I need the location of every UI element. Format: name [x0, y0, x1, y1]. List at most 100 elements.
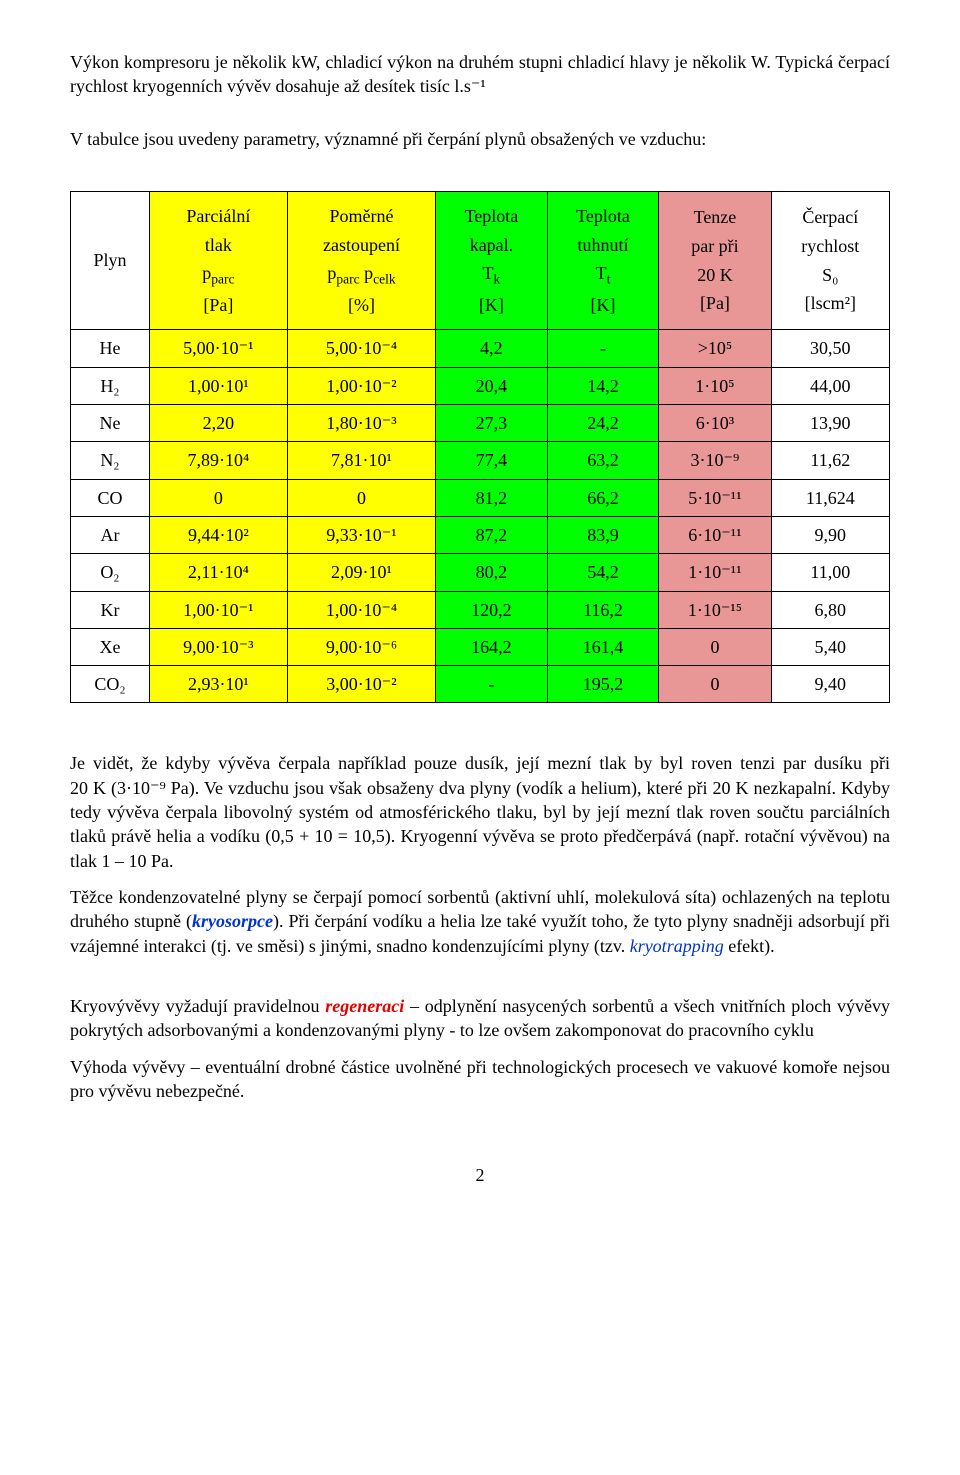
- cell-pom: 2,09·10¹: [287, 554, 435, 591]
- cell-pom: 7,81·10¹: [287, 442, 435, 479]
- col-header-parc: Parciálnítlakpparc[Pa]: [149, 191, 287, 330]
- cell-tenze: 6·10⁻¹¹: [659, 516, 771, 553]
- cell-tenze: 1·10⁻¹⁵: [659, 591, 771, 628]
- cell-tenze: 0: [659, 628, 771, 665]
- cell-parc: 9,00·10⁻³: [149, 628, 287, 665]
- cell-plyn: Kr: [71, 591, 150, 628]
- cell-pom: 1,00·10⁻⁴: [287, 591, 435, 628]
- table-row: CO₂2,93·10¹3,00·10⁻²-195,209,40: [71, 666, 890, 703]
- body-paragraph-4: Výhoda vývěvy – eventuální drobné částic…: [70, 1055, 890, 1104]
- term-kryotrapping: kryotrapping: [630, 936, 724, 956]
- cell-tenze: 3·10⁻⁹: [659, 442, 771, 479]
- cell-pom: 5,00·10⁻⁴: [287, 330, 435, 367]
- cell-s0: 44,00: [771, 367, 889, 404]
- cell-tenze: 6·10³: [659, 405, 771, 442]
- cell-parc: 2,93·10¹: [149, 666, 287, 703]
- body-paragraph-3: Kryovývěvy vyžadují pravidelnou regenera…: [70, 994, 890, 1043]
- cell-s0: 11,624: [771, 479, 889, 516]
- cell-parc: 1,00·10¹: [149, 367, 287, 404]
- cell-tk: 81,2: [436, 479, 548, 516]
- cell-tk: 27,3: [436, 405, 548, 442]
- table-row: N₂7,89·10⁴7,81·10¹77,463,23·10⁻⁹11,62: [71, 442, 890, 479]
- cell-tt: 195,2: [547, 666, 659, 703]
- table-row: He5,00·10⁻¹5,00·10⁻⁴4,2->10⁵30,50: [71, 330, 890, 367]
- cell-tenze: 0: [659, 666, 771, 703]
- cell-s0: 30,50: [771, 330, 889, 367]
- cell-plyn: Ar: [71, 516, 150, 553]
- col-header-tk: Teplotakapal.Tk[K]: [436, 191, 548, 330]
- cell-tenze: 1·10⁵: [659, 367, 771, 404]
- col-header-pom: Poměrnézastoupenípparc pcelk[%]: [287, 191, 435, 330]
- col-header-tt: TeplotatuhnutíTt[K]: [547, 191, 659, 330]
- col-header-tenze: Tenzepar při20 K[Pa]: [659, 191, 771, 330]
- cell-plyn: Xe: [71, 628, 150, 665]
- cell-plyn: O₂: [71, 554, 150, 591]
- cell-pom: 0: [287, 479, 435, 516]
- cell-tk: 164,2: [436, 628, 548, 665]
- table-row: Kr1,00·10⁻¹1,00·10⁻⁴120,2116,21·10⁻¹⁵6,8…: [71, 591, 890, 628]
- page-number: 2: [70, 1163, 890, 1187]
- cell-s0: 11,00: [771, 554, 889, 591]
- col-header-plyn: Plyn: [71, 191, 150, 330]
- cell-tk: 77,4: [436, 442, 548, 479]
- cell-pom: 3,00·10⁻²: [287, 666, 435, 703]
- cell-tk: 20,4: [436, 367, 548, 404]
- cell-pom: 1,00·10⁻²: [287, 367, 435, 404]
- cell-tt: 83,9: [547, 516, 659, 553]
- gas-parameters-table: PlynParciálnítlakpparc[Pa]Poměrnézastoup…: [70, 191, 890, 704]
- body-p3-a: Kryovývěvy vyžadují pravidelnou: [70, 996, 325, 1016]
- cell-parc: 2,20: [149, 405, 287, 442]
- cell-tt: 14,2: [547, 367, 659, 404]
- cell-s0: 9,90: [771, 516, 889, 553]
- cell-tt: 24,2: [547, 405, 659, 442]
- cell-tk: 80,2: [436, 554, 548, 591]
- body-paragraph-2: Těžce kondenzovatelné plyny se čerpají p…: [70, 885, 890, 958]
- cell-tt: 66,2: [547, 479, 659, 516]
- cell-pom: 9,33·10⁻¹: [287, 516, 435, 553]
- cell-tenze: 1·10⁻¹¹: [659, 554, 771, 591]
- cell-tk: 87,2: [436, 516, 548, 553]
- body-p1-a: Je vidět, že kdyby vývěva čerpala napřík…: [70, 753, 890, 773]
- body-p1-math: 20 K (3·10⁻⁹ Pa): [70, 778, 195, 798]
- col-header-s0: ČerpacírychlostS₀[lscm²]: [771, 191, 889, 330]
- cell-tt: -: [547, 330, 659, 367]
- cell-parc: 7,89·10⁴: [149, 442, 287, 479]
- cell-s0: 11,62: [771, 442, 889, 479]
- cell-parc: 5,00·10⁻¹: [149, 330, 287, 367]
- intro-paragraph-1: Výkon kompresoru je několik kW, chladicí…: [70, 50, 890, 99]
- term-kryosorpce: kryosorpce: [192, 911, 273, 931]
- cell-plyn: H₂: [71, 367, 150, 404]
- table-row: H₂1,00·10¹1,00·10⁻²20,414,21·10⁵44,00: [71, 367, 890, 404]
- cell-tt: 63,2: [547, 442, 659, 479]
- cell-s0: 13,90: [771, 405, 889, 442]
- cell-plyn: CO₂: [71, 666, 150, 703]
- cell-pom: 9,00·10⁻⁶: [287, 628, 435, 665]
- table-row: Ar9,44·10²9,33·10⁻¹87,283,96·10⁻¹¹9,90: [71, 516, 890, 553]
- cell-tk: 4,2: [436, 330, 548, 367]
- body-paragraph-1: Je vidět, že kdyby vývěva čerpala napřík…: [70, 751, 890, 872]
- cell-parc: 0: [149, 479, 287, 516]
- table-row: Ne2,201,80·10⁻³27,324,26·10³13,90: [71, 405, 890, 442]
- cell-tk: -: [436, 666, 548, 703]
- cell-plyn: Ne: [71, 405, 150, 442]
- cell-tenze: >10⁵: [659, 330, 771, 367]
- cell-tt: 161,4: [547, 628, 659, 665]
- cell-tt: 54,2: [547, 554, 659, 591]
- term-regeneraci: regeneraci: [325, 996, 404, 1016]
- cell-tenze: 5·10⁻¹¹: [659, 479, 771, 516]
- cell-tk: 120,2: [436, 591, 548, 628]
- cell-tt: 116,2: [547, 591, 659, 628]
- table-row: O₂2,11·10⁴2,09·10¹80,254,21·10⁻¹¹11,00: [71, 554, 890, 591]
- cell-s0: 5,40: [771, 628, 889, 665]
- intro-paragraph-2: V tabulce jsou uvedeny parametry, význam…: [70, 127, 890, 151]
- table-row: Xe9,00·10⁻³9,00·10⁻⁶164,2161,405,40: [71, 628, 890, 665]
- cell-parc: 9,44·10²: [149, 516, 287, 553]
- body-p2-c: efekt).: [724, 936, 775, 956]
- cell-s0: 9,40: [771, 666, 889, 703]
- cell-parc: 2,11·10⁴: [149, 554, 287, 591]
- cell-plyn: CO: [71, 479, 150, 516]
- cell-s0: 6,80: [771, 591, 889, 628]
- cell-plyn: N₂: [71, 442, 150, 479]
- cell-parc: 1,00·10⁻¹: [149, 591, 287, 628]
- cell-plyn: He: [71, 330, 150, 367]
